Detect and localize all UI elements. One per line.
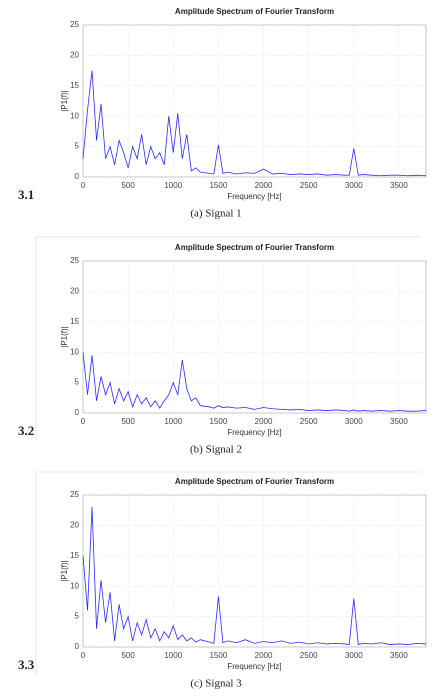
panel-label: 3.1	[18, 187, 34, 202]
x-tick-label: 3500	[390, 651, 408, 660]
x-tick-label: 2500	[300, 417, 318, 426]
plot-area	[82, 260, 427, 414]
x-tick-label: 3000	[345, 651, 363, 660]
x-tick-label: 3500	[390, 181, 408, 190]
x-tick-label: 500	[121, 181, 135, 190]
x-axis-label: Frequency [Hz]	[227, 662, 281, 671]
y-tick-label: 5	[75, 612, 80, 621]
y-tick-label: 0	[75, 172, 80, 181]
x-tick-label: 3000	[345, 417, 363, 426]
y-tick-label: 15	[70, 81, 79, 90]
y-tick-label: 15	[70, 551, 79, 560]
chart-title: Amplitude Spectrum of Fourier Transform	[175, 243, 334, 252]
y-tick-label: 25	[70, 256, 79, 265]
y-tick-label: 20	[70, 51, 79, 60]
y-tick-label: 0	[75, 408, 80, 417]
x-tick-label: 2500	[300, 181, 318, 190]
x-tick-label: 2000	[255, 181, 273, 190]
x-axis-label: Frequency [Hz]	[227, 192, 281, 201]
caption: (a) Signal 1	[190, 208, 241, 220]
y-tick-label: 20	[70, 287, 79, 296]
x-tick-label: 500	[121, 651, 135, 660]
x-tick-label: 2000	[255, 417, 273, 426]
y-tick-label: 10	[70, 111, 79, 120]
y-tick-label: 10	[70, 347, 79, 356]
caption: (c) Signal 3	[190, 678, 242, 690]
x-axis-label: Frequency [Hz]	[227, 428, 281, 437]
x-tick-label: 1500	[209, 417, 227, 426]
y-tick-label: 15	[70, 317, 79, 326]
spectrum-line	[82, 352, 427, 412]
x-tick-label: 0	[81, 417, 86, 426]
x-tick-label: 0	[81, 651, 86, 660]
x-tick-label: 2000	[255, 651, 273, 660]
x-tick-label: 1000	[164, 417, 182, 426]
spectrum-line	[82, 507, 427, 646]
chart-title: Amplitude Spectrum of Fourier Transform	[175, 477, 334, 486]
x-tick-label: 1500	[209, 181, 227, 190]
y-tick-label: 5	[75, 378, 80, 387]
panel-label: 3.2	[18, 423, 34, 438]
y-tick-label: 25	[70, 20, 79, 29]
y-axis-label: |P1(f)|	[60, 560, 69, 582]
y-tick-label: 20	[70, 521, 79, 530]
x-tick-label: 3000	[345, 181, 363, 190]
caption: (b) Signal 2	[190, 444, 242, 456]
y-tick-label: 5	[75, 142, 80, 151]
y-tick-label: 0	[75, 642, 80, 651]
x-tick-label: 1000	[164, 181, 182, 190]
spectrum-line	[82, 70, 427, 177]
x-tick-label: 1000	[164, 651, 182, 660]
x-tick-label: 2500	[300, 651, 318, 660]
x-tick-label: 0	[81, 181, 86, 190]
panel-label: 3.3	[18, 657, 35, 672]
y-axis-label: |P1(f)|	[60, 90, 69, 112]
x-tick-label: 500	[121, 417, 135, 426]
chart-title: Amplitude Spectrum of Fourier Transform	[175, 7, 334, 16]
plot-area	[82, 24, 427, 178]
y-tick-label: 10	[70, 581, 79, 590]
y-axis-label: |P1(f)|	[60, 326, 69, 348]
plot-area	[82, 494, 427, 648]
y-tick-label: 25	[70, 490, 79, 499]
x-tick-label: 1500	[209, 651, 227, 660]
x-tick-label: 3500	[390, 417, 408, 426]
